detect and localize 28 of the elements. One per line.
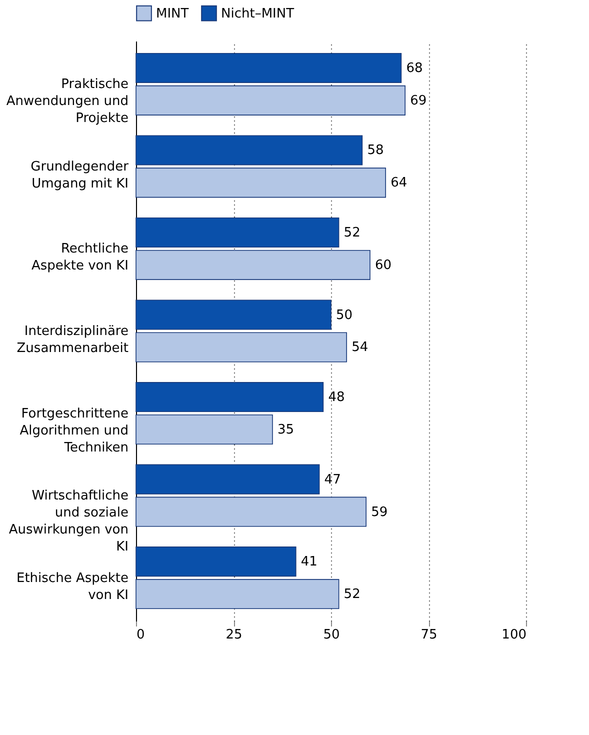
y-tick-label: Fortgeschrittene Algorithmen und Techniken bbox=[20, 406, 128, 456]
legend-label: MINT bbox=[156, 6, 189, 22]
y-tick-label: Ethische Aspekte von KI bbox=[16, 570, 128, 603]
data-label: 69 bbox=[410, 93, 427, 108]
y-tick-label: Rechtliche Aspekte von KI bbox=[31, 242, 128, 274]
y-tick-label: Wirtschaftliche und soziale Auswirkungen von KI bbox=[8, 488, 128, 555]
data-label: 41 bbox=[300, 554, 318, 570]
data-label: 52 bbox=[344, 587, 360, 602]
y-tick-label: Grundlegender Umgang mit KI bbox=[30, 159, 130, 192]
y-tick-label: Interdisziplinäre Zusammenarbeit bbox=[16, 324, 128, 356]
data-label: 58 bbox=[367, 143, 384, 158]
x-tick-label: 0 bbox=[136, 628, 145, 642]
data-label: 64 bbox=[390, 176, 408, 191]
x-tick-label: 50 bbox=[323, 628, 340, 642]
data-label: 59 bbox=[371, 504, 388, 520]
legend-label: Nicht–MINT bbox=[221, 6, 294, 22]
x-tick-label: 75 bbox=[420, 628, 438, 642]
x-tick-label: 25 bbox=[226, 628, 242, 642]
data-label: 60 bbox=[375, 258, 392, 273]
data-label: 52 bbox=[344, 225, 360, 240]
data-label: 54 bbox=[352, 340, 368, 356]
data-label: 35 bbox=[278, 422, 294, 438]
data-label: 50 bbox=[336, 308, 353, 323]
x-tick-label: 100 bbox=[502, 628, 526, 642]
data-label: 48 bbox=[328, 390, 345, 406]
data-label: 68 bbox=[406, 60, 423, 76]
data-label: 47 bbox=[324, 472, 341, 488]
y-tick-label: Praktische Anwendungen und Projekte bbox=[6, 77, 128, 126]
